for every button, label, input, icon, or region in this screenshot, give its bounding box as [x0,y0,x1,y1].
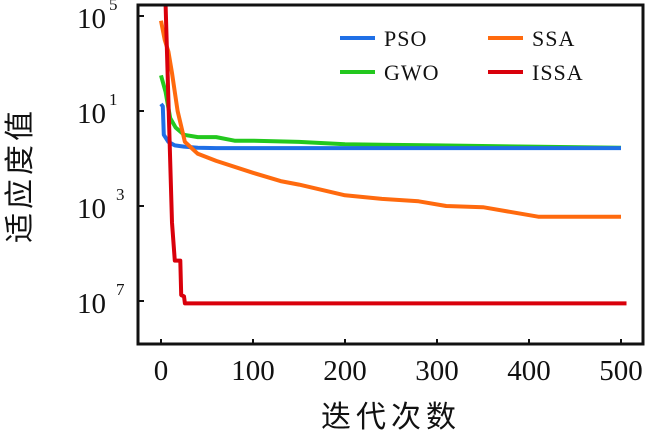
x-tick-label: 0 [154,355,169,387]
y-tick-label-exponent: 7 [116,280,125,299]
legend-label: PSO [384,26,427,51]
x-axis-title: 迭代次数 [321,400,461,435]
legend-label: GWO [384,60,440,85]
series-line-gwo [159,74,622,150]
y-tick-label-exponent: 5 [109,0,118,14]
x-tick-label: 100 [231,355,275,387]
legend: PSO SSA GWO ISSA [340,26,584,85]
y-tick-label-base: 10 [77,288,106,320]
y-tick-label-exponent: 1 [109,90,118,109]
x-tick-label: 200 [323,355,367,387]
y-tick-label-exponent: 3 [116,185,125,204]
series-layer [159,4,627,306]
y-tick-label-base: 10 [77,193,106,225]
y-tick-label-base: 10 [77,98,106,130]
legend-item-pso: PSO [340,26,427,51]
x-tick-label: 400 [507,355,551,387]
y-tick-label-base: 10 [77,3,106,35]
series-line-ssa [159,20,621,219]
series-line-pso [159,102,621,151]
series-line-issa [163,4,627,306]
legend-label: ISSA [532,60,584,85]
legend-item-ssa: SSA [488,26,575,51]
x-tick-label: 500 [599,355,643,387]
x-tick-label: 300 [415,355,459,387]
legend-item-gwo: GWO [340,60,440,85]
plot-frame [136,3,645,346]
legend-item-issa: ISSA [488,60,584,85]
y-axis-title: 适应度值 [3,107,38,243]
legend-label: SSA [532,26,575,51]
